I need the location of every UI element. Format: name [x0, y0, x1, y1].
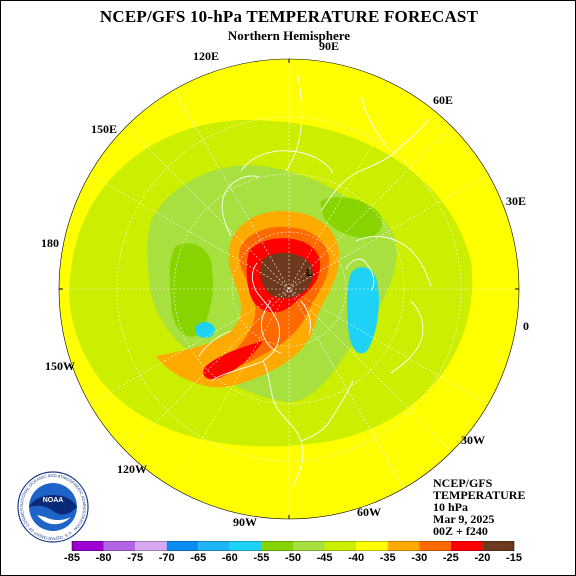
colorbar-swatch [419, 541, 451, 551]
field-band-20 [260, 253, 313, 299]
lon-label-120w: 120W [117, 462, 147, 476]
lon-label-150w: 150W [45, 359, 75, 373]
coastlines [198, 70, 432, 487]
colorbar-swatch [482, 541, 514, 551]
colorbar-tick-label: -60 [221, 552, 238, 564]
low-center-label: L [306, 267, 313, 279]
lon-label-30w: 30W [461, 433, 485, 447]
forecast-info: NCEP/GFS TEMPERATURE 10 hPa Mar 9, 2025 … [433, 477, 525, 537]
logo-wave [37, 515, 71, 525]
field-band-55-east [320, 196, 383, 238]
info-level: 10 hPa [433, 500, 469, 514]
lon-label-90e: 90E [319, 39, 340, 53]
colorbar-swatch [450, 541, 483, 551]
page-title: NCEP/GFS 10-hPa TEMPERATURE FORECAST [99, 7, 479, 26]
map-fill: L [59, 59, 519, 519]
colorbar-swatch [166, 541, 199, 551]
colorbar-tick-label: -25 [442, 552, 459, 564]
colorbar-tick-label: -40 [348, 552, 365, 564]
colorbar-swatch [229, 541, 262, 551]
info-run: 00Z + f240 [433, 524, 488, 538]
graticule [59, 59, 519, 519]
field-band-55-west [169, 243, 213, 337]
field-band-60-west [195, 322, 215, 338]
noaa-logo: NATIONAL OCEANIC AND ATMOSPHERIC ADMINIS… [17, 471, 89, 543]
colorbar-frame [71, 541, 515, 551]
lon-label-60w: 60W [357, 505, 381, 519]
colorbar-swatch [387, 541, 420, 551]
colorbar-tick-label: -70 [158, 552, 175, 564]
colorbar-swatch [103, 541, 136, 551]
colorbar-tick-label: -75 [127, 552, 144, 564]
colorbar-tick-label: -85 [64, 552, 80, 564]
logo-text: NOAA [43, 497, 64, 504]
colorbar [71, 541, 515, 551]
colorbar-swatch [261, 541, 293, 551]
colorbar-tick-label: -65 [190, 552, 207, 564]
colorbar-swatch [198, 541, 230, 551]
page-subtitle: Northern Hemisphere [227, 28, 351, 43]
lon-label-180: 180 [41, 236, 59, 250]
colorbar-tick-label: -80 [95, 552, 112, 564]
colorbar-swatch [135, 541, 167, 551]
colorbar-tick-label: -50 [285, 552, 301, 564]
colorbar-swatch [324, 541, 357, 551]
lon-label-60e: 60E [433, 93, 454, 107]
logo-wing [29, 495, 77, 515]
lon-label-90w: 90W [233, 515, 257, 529]
colorbar-swatch [72, 541, 104, 551]
lon-label-30e: 30E [506, 194, 527, 208]
lon-label-120e: 120E [193, 49, 220, 63]
info-field: TEMPERATURE [433, 488, 526, 502]
colorbar-swatch [356, 541, 388, 551]
colorbar-tick-label: -45 [316, 552, 333, 564]
edge-ticks [59, 59, 519, 519]
colorbar-swatch [293, 541, 325, 551]
info-model: NCEP/GFS [433, 476, 493, 490]
field-band-25-tongue [203, 341, 263, 380]
colorbar-tick-label: -20 [474, 552, 491, 564]
lon-label-150e: 150E [91, 122, 118, 136]
colorbar-tick-label: -35 [379, 552, 396, 564]
colorbar-tick-label: -15 [506, 552, 522, 564]
colorbar-tick-label: -55 [253, 552, 270, 564]
info-date: Mar 9, 2025 [433, 512, 495, 526]
colorbar-tick-label: -30 [411, 552, 428, 564]
lon-label-0: 0 [523, 319, 529, 333]
